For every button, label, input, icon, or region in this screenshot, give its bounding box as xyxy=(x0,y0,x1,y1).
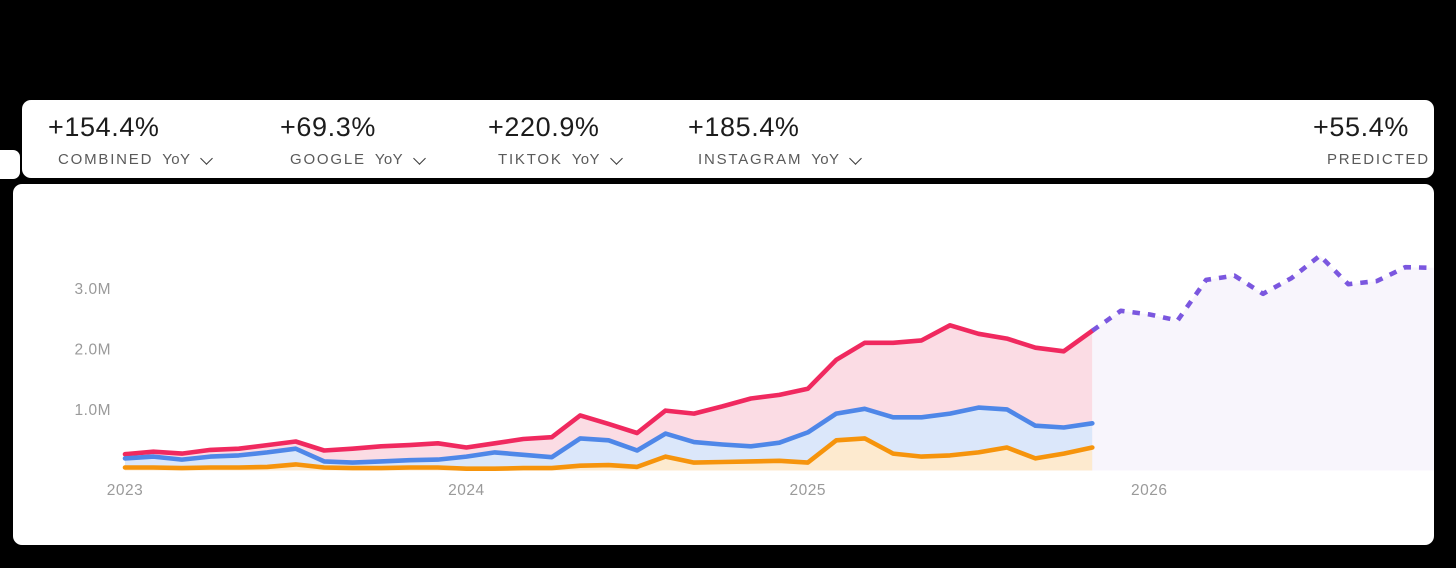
y-tick-label: 1.0M xyxy=(75,402,111,419)
stat-dropdown-predicted[interactable]: PREDICTED xyxy=(1313,151,1434,169)
stat-suffix: YoY xyxy=(811,151,840,168)
y-tick-label: 2.0M xyxy=(75,342,111,359)
stat-value: +55.4% xyxy=(1313,112,1409,142)
chevron-down-icon xyxy=(413,151,426,165)
stat-suffix: YoY xyxy=(162,151,191,168)
stat-block-combined: +154.4% COMBINED YoY xyxy=(48,112,214,169)
series-red-line xyxy=(122,323,1095,457)
stat-name: TIKTOK xyxy=(498,151,563,168)
chevron-down-icon xyxy=(610,151,623,165)
stat-name: INSTAGRAM xyxy=(698,151,803,168)
chart-card: 1.0M 2.0M 3.0M 2023 2024 2025 2026 xyxy=(13,184,1434,545)
series-orange-area xyxy=(125,438,1093,471)
stat-value: +69.3% xyxy=(280,112,376,142)
x-tick-label: 2026 xyxy=(1131,482,1167,499)
trend-chart-svg: 1.0M 2.0M 3.0M 2023 2024 2025 2026 xyxy=(75,253,1434,499)
stat-name: COMBINED xyxy=(58,151,154,168)
stat-suffix: YoY xyxy=(571,151,600,168)
y-tick-label: 3.0M xyxy=(75,281,111,298)
stats-card: +154.4% COMBINED YoY +69.3% GOOGLE YoY +… xyxy=(22,100,1434,178)
stat-value: +154.4% xyxy=(48,112,160,142)
stat-name: PREDICTED xyxy=(1327,151,1430,168)
series-orange-line xyxy=(122,436,1095,471)
stat-dropdown-google[interactable]: GOOGLE YoY xyxy=(280,151,426,169)
stat-block-google: +69.3% GOOGLE YoY xyxy=(280,112,426,169)
series-predicted-area xyxy=(1092,255,1434,471)
stat-suffix: YoY xyxy=(374,151,404,168)
stat-value: +220.9% xyxy=(488,112,600,142)
series-predicted-line xyxy=(1090,253,1434,333)
stat-dropdown-combined[interactable]: COMBINED YoY xyxy=(48,151,214,169)
series-blue-line xyxy=(122,405,1095,465)
stat-dropdown-tiktok[interactable]: TIKTOK YoY xyxy=(488,151,623,169)
stat-value: +185.4% xyxy=(688,112,800,142)
chevron-down-icon xyxy=(200,151,214,165)
stat-block-predicted: +55.4% PREDICTED xyxy=(1313,112,1434,169)
stat-name: GOOGLE xyxy=(290,151,366,168)
stat-dropdown-instagram[interactable]: INSTAGRAM YoY xyxy=(688,151,863,169)
x-tick-label: 2024 xyxy=(448,482,484,499)
x-tick-label: 2023 xyxy=(107,482,143,499)
chevron-down-icon xyxy=(849,151,863,165)
x-tick-label: 2025 xyxy=(790,482,826,499)
stat-block-instagram: +185.4% INSTAGRAM YoY xyxy=(688,112,863,169)
stat-block-tiktok: +220.9% TIKTOK YoY xyxy=(488,112,623,169)
previous-card-fragment xyxy=(0,150,20,179)
